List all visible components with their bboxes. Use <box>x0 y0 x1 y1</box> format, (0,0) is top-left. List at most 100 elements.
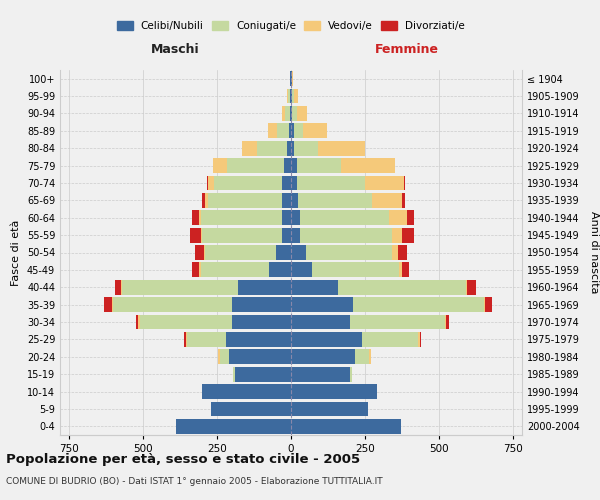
Bar <box>121 280 122 294</box>
Bar <box>291 402 368 416</box>
Bar <box>485 298 493 312</box>
Bar <box>402 193 405 208</box>
Bar <box>186 332 187 347</box>
Bar <box>269 262 291 278</box>
Bar <box>291 280 338 294</box>
Text: Femmine: Femmine <box>374 43 439 56</box>
Bar <box>291 298 353 312</box>
Bar <box>292 72 293 86</box>
Bar <box>192 262 199 278</box>
Bar <box>287 88 288 104</box>
Bar <box>277 124 289 138</box>
Bar <box>291 88 292 104</box>
Bar <box>202 193 205 208</box>
Bar <box>350 314 445 330</box>
Bar <box>338 280 466 294</box>
Bar <box>392 228 402 242</box>
Bar <box>291 193 298 208</box>
Bar <box>291 350 355 364</box>
Bar <box>192 210 199 225</box>
Bar <box>291 245 306 260</box>
Bar <box>399 262 402 278</box>
Bar <box>200 262 269 278</box>
Legend: Celibi/Nubili, Coniugati/e, Vedovi/e, Divorziati/e: Celibi/Nubili, Coniugati/e, Vedovi/e, Di… <box>113 17 469 36</box>
Bar <box>208 176 214 190</box>
Bar <box>176 419 291 434</box>
Bar <box>392 245 398 260</box>
Bar <box>282 176 291 190</box>
Bar <box>291 106 292 121</box>
Bar <box>291 262 312 278</box>
Bar <box>233 367 235 382</box>
Bar <box>229 350 291 364</box>
Bar <box>113 298 232 312</box>
Bar <box>227 158 284 173</box>
Text: Maschi: Maschi <box>151 43 200 56</box>
Bar <box>291 384 377 399</box>
Bar <box>300 210 389 225</box>
Bar <box>355 350 370 364</box>
Bar <box>290 106 291 121</box>
Bar <box>446 314 449 330</box>
Bar <box>466 280 467 294</box>
Bar <box>282 210 291 225</box>
Bar <box>242 141 257 156</box>
Bar <box>292 88 294 104</box>
Bar <box>291 210 300 225</box>
Bar <box>282 106 285 121</box>
Bar <box>303 124 326 138</box>
Bar <box>298 193 373 208</box>
Y-axis label: Fasce di età: Fasce di età <box>11 220 21 286</box>
Bar <box>341 158 395 173</box>
Bar <box>218 350 220 364</box>
Bar <box>205 245 276 260</box>
Bar <box>208 193 282 208</box>
Bar <box>238 280 291 294</box>
Bar <box>202 228 282 242</box>
Bar <box>122 280 238 294</box>
Bar <box>112 298 113 312</box>
Bar <box>294 88 298 104</box>
Bar <box>297 158 341 173</box>
Bar <box>353 298 484 312</box>
Bar <box>294 124 303 138</box>
Bar <box>232 314 291 330</box>
Bar <box>276 245 291 260</box>
Bar <box>282 228 291 242</box>
Bar <box>288 88 290 104</box>
Bar <box>291 176 297 190</box>
Bar <box>350 367 352 382</box>
Bar <box>199 262 200 278</box>
Bar <box>362 332 418 347</box>
Bar <box>370 350 371 364</box>
Bar <box>226 332 291 347</box>
Bar <box>287 141 291 156</box>
Bar <box>190 228 200 242</box>
Bar <box>297 106 307 121</box>
Bar <box>291 228 300 242</box>
Bar <box>284 158 291 173</box>
Bar <box>232 298 291 312</box>
Bar <box>402 262 409 278</box>
Bar <box>195 245 203 260</box>
Bar <box>398 245 407 260</box>
Bar <box>268 124 277 138</box>
Bar <box>203 245 205 260</box>
Bar <box>402 228 414 242</box>
Bar <box>139 314 140 330</box>
Bar <box>211 402 291 416</box>
Bar <box>300 228 392 242</box>
Bar <box>184 332 186 347</box>
Bar <box>291 314 350 330</box>
Bar <box>290 88 291 104</box>
Bar <box>214 176 282 190</box>
Bar <box>282 193 291 208</box>
Bar <box>445 314 446 330</box>
Bar <box>200 210 282 225</box>
Bar <box>418 332 420 347</box>
Bar <box>205 193 208 208</box>
Bar <box>257 141 287 156</box>
Bar <box>407 210 414 225</box>
Bar <box>484 298 485 312</box>
Text: Popolazione per età, sesso e stato civile - 2005: Popolazione per età, sesso e stato civil… <box>6 452 360 466</box>
